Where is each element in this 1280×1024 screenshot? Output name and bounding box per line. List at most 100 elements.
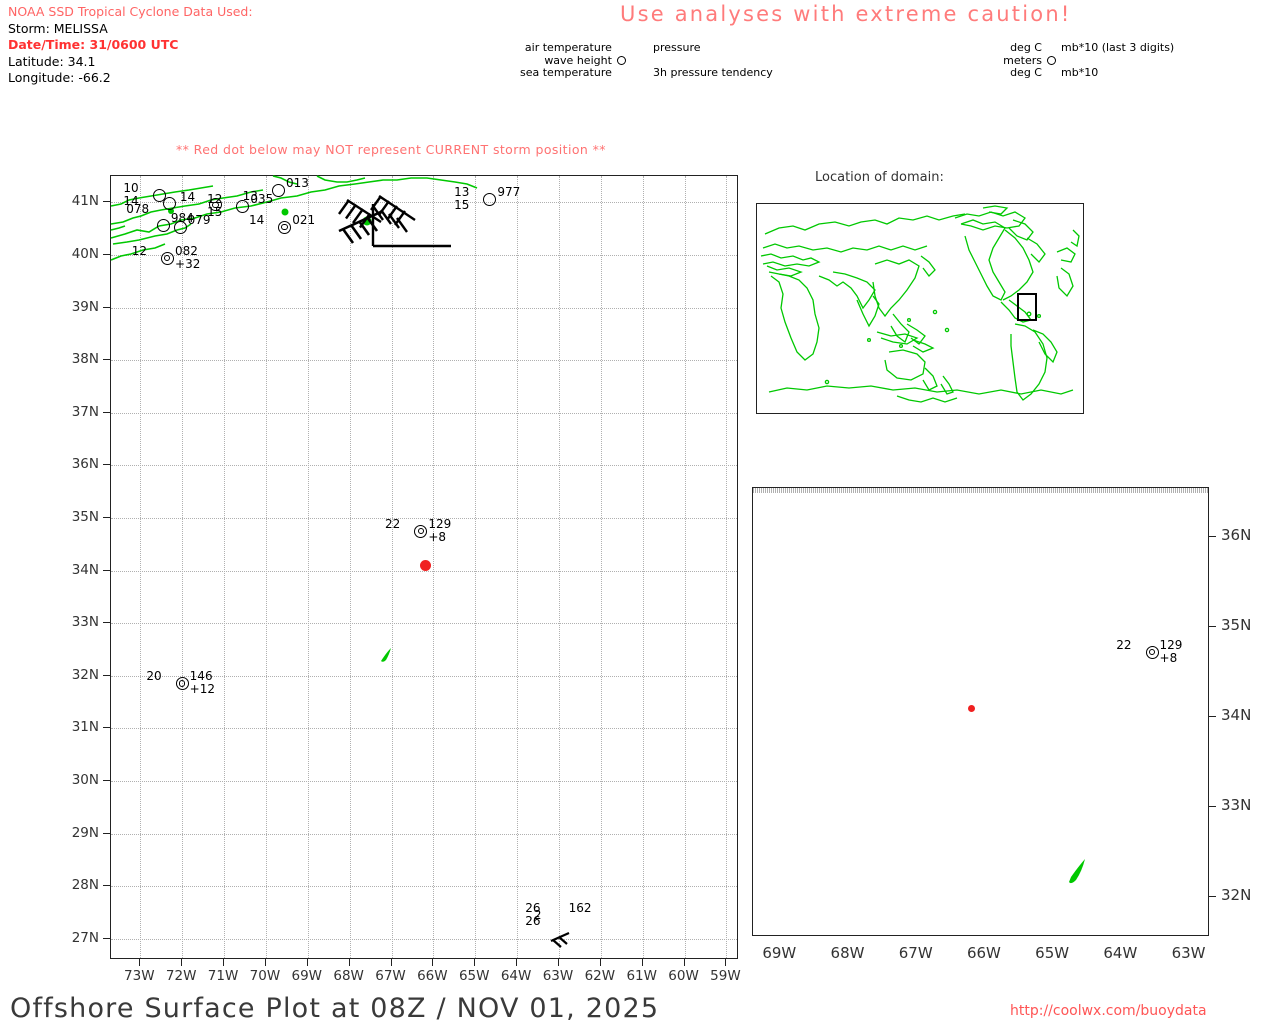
gridline-horizontal [111,781,737,783]
station-sea-temperature: 13 [242,189,258,204]
x-axis-tick [474,959,476,966]
gridline-horizontal [111,938,737,940]
station-circle-icon [209,198,223,212]
y-axis-tick [103,674,110,676]
x-axis-label: 61W [626,968,657,984]
legend-left: air temperature pressure wave height sea… [520,41,773,80]
station-circle-icon [173,221,187,235]
gridline-horizontal [111,202,737,204]
y-axis-label: 41N [71,193,99,210]
legend-units-sea-temp: deg C [1010,66,1042,79]
y-axis-label: 37N [71,403,99,420]
station-air-temperature: 14 [248,212,265,227]
x-axis-tick [306,959,308,966]
y-axis-label: 30N [71,772,99,789]
station-pressure: 079 [187,213,211,228]
station-pressure: 162 [568,900,592,915]
x-axis-tick [599,959,601,966]
gridline-horizontal [111,254,737,256]
y-axis-tick [103,517,110,518]
zoom-y-axis-tick [1208,715,1216,717]
station-sea-temperature: 078 [126,201,150,216]
gridline-vertical [600,176,602,958]
x-axis-tick [264,959,266,966]
domain-inset-title: Location of domain: [815,170,944,185]
station-air-temperature: 13 [454,185,470,200]
y-axis-label: 40N [71,245,99,262]
x-axis-tick [683,959,685,966]
y-axis-label: 38N [71,351,99,368]
zoom-map-gridlines [753,488,1208,493]
station-pressure-tendency: +32 [175,257,201,272]
domain-extent-box [1017,293,1037,321]
x-axis-label: 66W [417,968,448,984]
storm-latitude-line: Latitude: 34.1 [8,53,96,69]
main-map-panel[interactable]: 10 14 078 984 079 12 082 +32 14 12 035 15 013 13 14 021… [110,175,738,959]
gridline-horizontal [111,307,737,309]
station-circle-icon [152,189,166,203]
station-circle-icon [483,193,497,207]
station-air-temperature: 12 [131,244,148,259]
caution-banner: Use analyses with extreme caution! [620,2,1072,26]
gridline-horizontal [111,623,737,625]
zoom-y-axis-label: 35N [1221,616,1252,635]
station-air-temperature: 22 [385,516,401,531]
station-air-temperature: 10 [123,181,139,196]
station-pressure: 129 [1159,637,1183,652]
zoom-x-axis-label: 66W [966,944,1001,962]
x-axis-label: 70W [249,968,281,984]
gridline-horizontal [111,728,737,730]
x-axis-tick [223,959,225,966]
red-dot-warning: ** Red dot below may NOT represent CURRE… [176,142,606,157]
station-circle-icon [271,184,285,198]
station-pressure: 146 [189,669,213,684]
legend-units-air-temp: deg C [1010,41,1042,54]
gridline-horizontal [111,886,737,888]
x-axis-label: 64W [500,968,532,984]
y-axis-tick [103,727,110,729]
x-axis-label: 65W [458,968,490,984]
station-air-temperature: 20 [146,669,162,684]
x-axis-tick [516,959,518,966]
zoom-map-panel[interactable]: 22 129 +8 [752,487,1209,936]
gridline-vertical [684,176,686,958]
gridline-vertical [475,176,477,958]
gridline-vertical [642,176,644,958]
storm-longitude-line: Longitude: -66.2 [8,70,111,85]
zoom-x-axis-label: 64W [1103,944,1138,962]
station-sea-temperature: 14 [123,194,139,209]
y-axis-label: 36N [71,456,99,473]
x-axis-tick [432,959,434,966]
legend-right: deg C mb*10 (last 3 digits) meters deg C… [990,41,1174,80]
station-circle-icon [156,219,170,233]
zoom-y-axis-tick [1208,805,1216,807]
station-sea-temperature: 26 [525,913,541,928]
station-circle-icon [414,524,428,538]
y-axis-label: 31N [71,719,99,736]
x-axis-label: 59W [710,968,741,984]
zoom-x-axis-label: 65W [1035,944,1070,962]
y-axis-tick [103,306,110,308]
zoom-y-axis-tick [1208,895,1216,897]
legend-wave-height-label: wave height [544,53,612,67]
x-axis-tick [641,959,643,966]
gridline-vertical [140,176,142,958]
station-pressure: 021 [292,212,316,227]
x-axis-label: 67W [375,968,406,984]
y-axis-tick [103,411,110,413]
x-axis-tick [181,959,183,966]
gridline-horizontal [111,570,737,572]
gridline-vertical [182,176,184,958]
header-info-block: NOAA SSD Tropical Cyclone Data Used: Sto… [8,4,253,87]
source-url[interactable]: http://coolwx.com/buoydata [1010,1003,1207,1019]
y-axis-tick [103,253,110,255]
x-axis-label: 62W [584,968,616,984]
gridline-vertical [307,176,309,958]
gridline-horizontal [111,675,737,677]
zoom-y-axis-label: 34N [1221,705,1252,724]
gridline-horizontal [753,489,1208,490]
gridline-horizontal [111,412,737,414]
station-circle-icon [163,196,177,210]
domain-location-inset[interactable] [756,203,1084,414]
station-pressure: 035 [250,192,274,207]
